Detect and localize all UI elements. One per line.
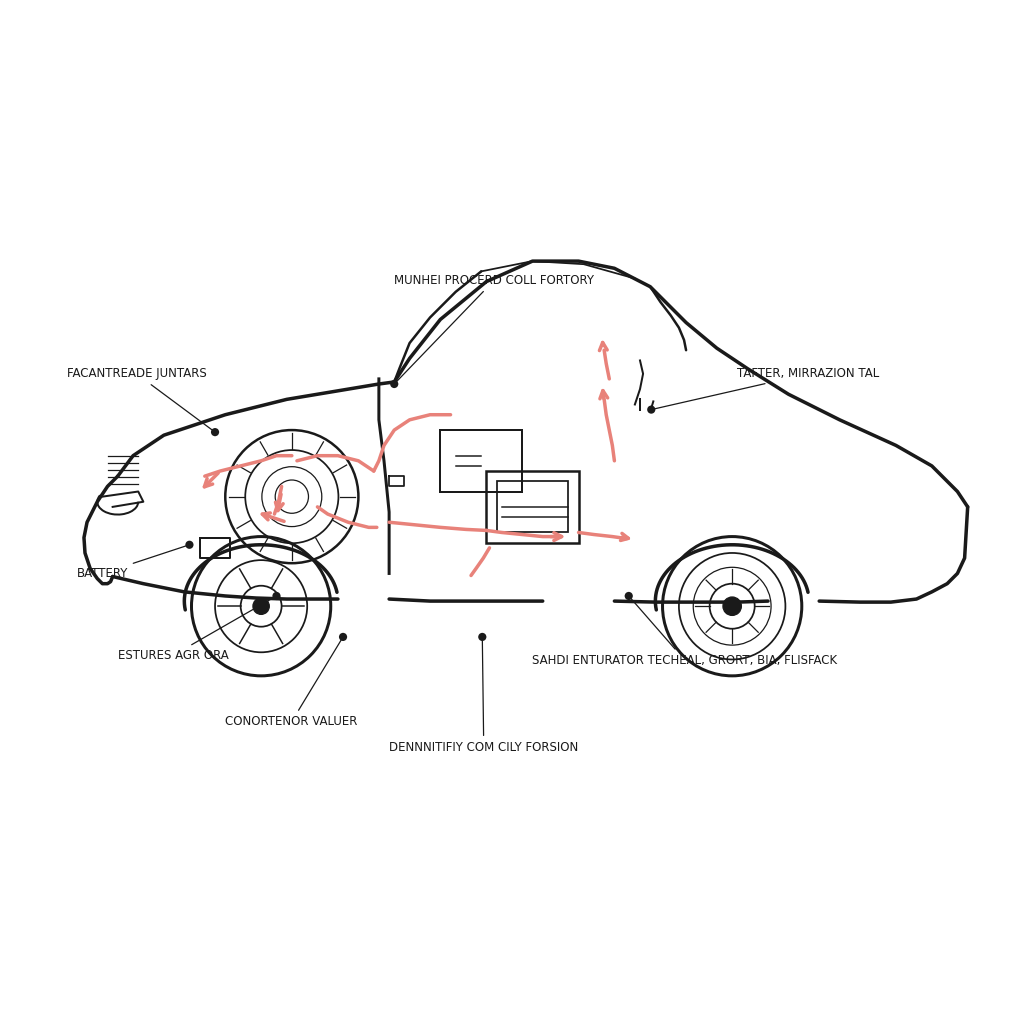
Bar bbox=[497, 481, 568, 532]
Circle shape bbox=[272, 592, 281, 600]
Bar bbox=[486, 471, 579, 543]
Circle shape bbox=[253, 598, 269, 614]
Circle shape bbox=[647, 406, 655, 414]
Text: DENNNITIFIY COM CILY FORSION: DENNNITIFIY COM CILY FORSION bbox=[389, 640, 579, 754]
Text: FACANTREADE JUNTARS: FACANTREADE JUNTARS bbox=[67, 368, 213, 430]
Circle shape bbox=[625, 592, 633, 600]
Circle shape bbox=[211, 428, 219, 436]
Text: CONORTENOR VALUER: CONORTENOR VALUER bbox=[225, 639, 357, 728]
Text: SAHDI ENTURATOR TECHEAL, GRORT, BIA, FLISFACK: SAHDI ENTURATOR TECHEAL, GRORT, BIA, FLI… bbox=[532, 598, 838, 667]
Circle shape bbox=[339, 633, 347, 641]
Circle shape bbox=[185, 541, 194, 549]
Text: MUNHEI PROCERD COLL FORTORY: MUNHEI PROCERD COLL FORTORY bbox=[394, 273, 594, 382]
Text: TAFTER, MIRRAZION TAL: TAFTER, MIRRAZION TAL bbox=[654, 368, 880, 409]
Circle shape bbox=[478, 633, 486, 641]
Text: ESTURES AGR ORA: ESTURES AGR ORA bbox=[118, 597, 274, 662]
Circle shape bbox=[723, 597, 741, 615]
Circle shape bbox=[390, 380, 398, 388]
Bar bbox=[440, 430, 522, 492]
Text: BATTERY: BATTERY bbox=[77, 546, 186, 580]
